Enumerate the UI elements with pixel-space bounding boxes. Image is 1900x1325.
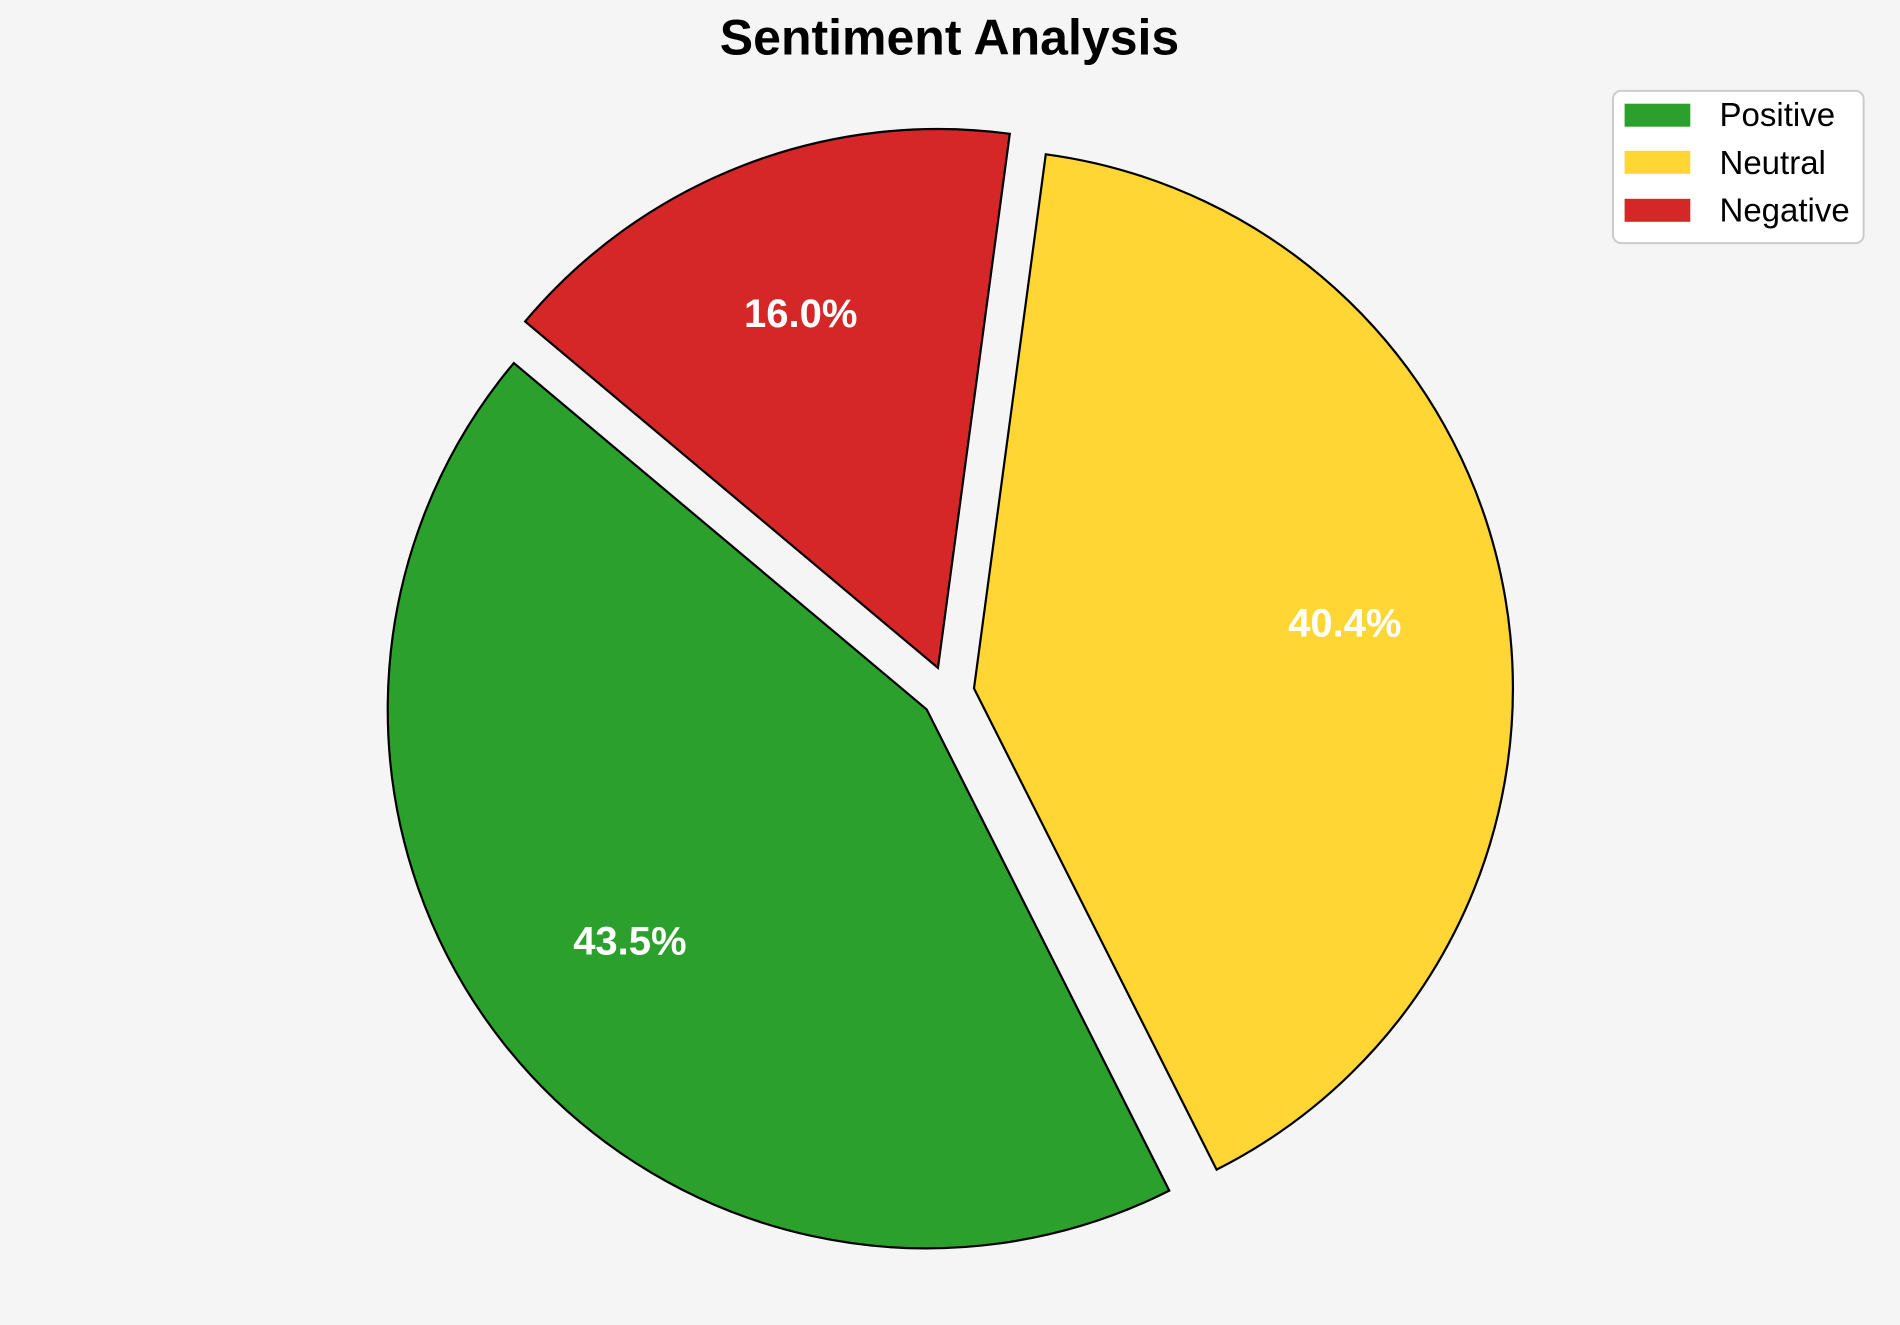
svg-text:Positive: Positive: [1720, 96, 1836, 133]
svg-text:Negative: Negative: [1720, 192, 1850, 229]
svg-text:40.4%: 40.4%: [1288, 601, 1401, 645]
svg-text:Neutral: Neutral: [1720, 144, 1826, 181]
svg-text:16.0%: 16.0%: [744, 292, 857, 336]
svg-text:43.5%: 43.5%: [573, 920, 686, 964]
svg-text:Sentiment Analysis: Sentiment Analysis: [720, 9, 1179, 65]
